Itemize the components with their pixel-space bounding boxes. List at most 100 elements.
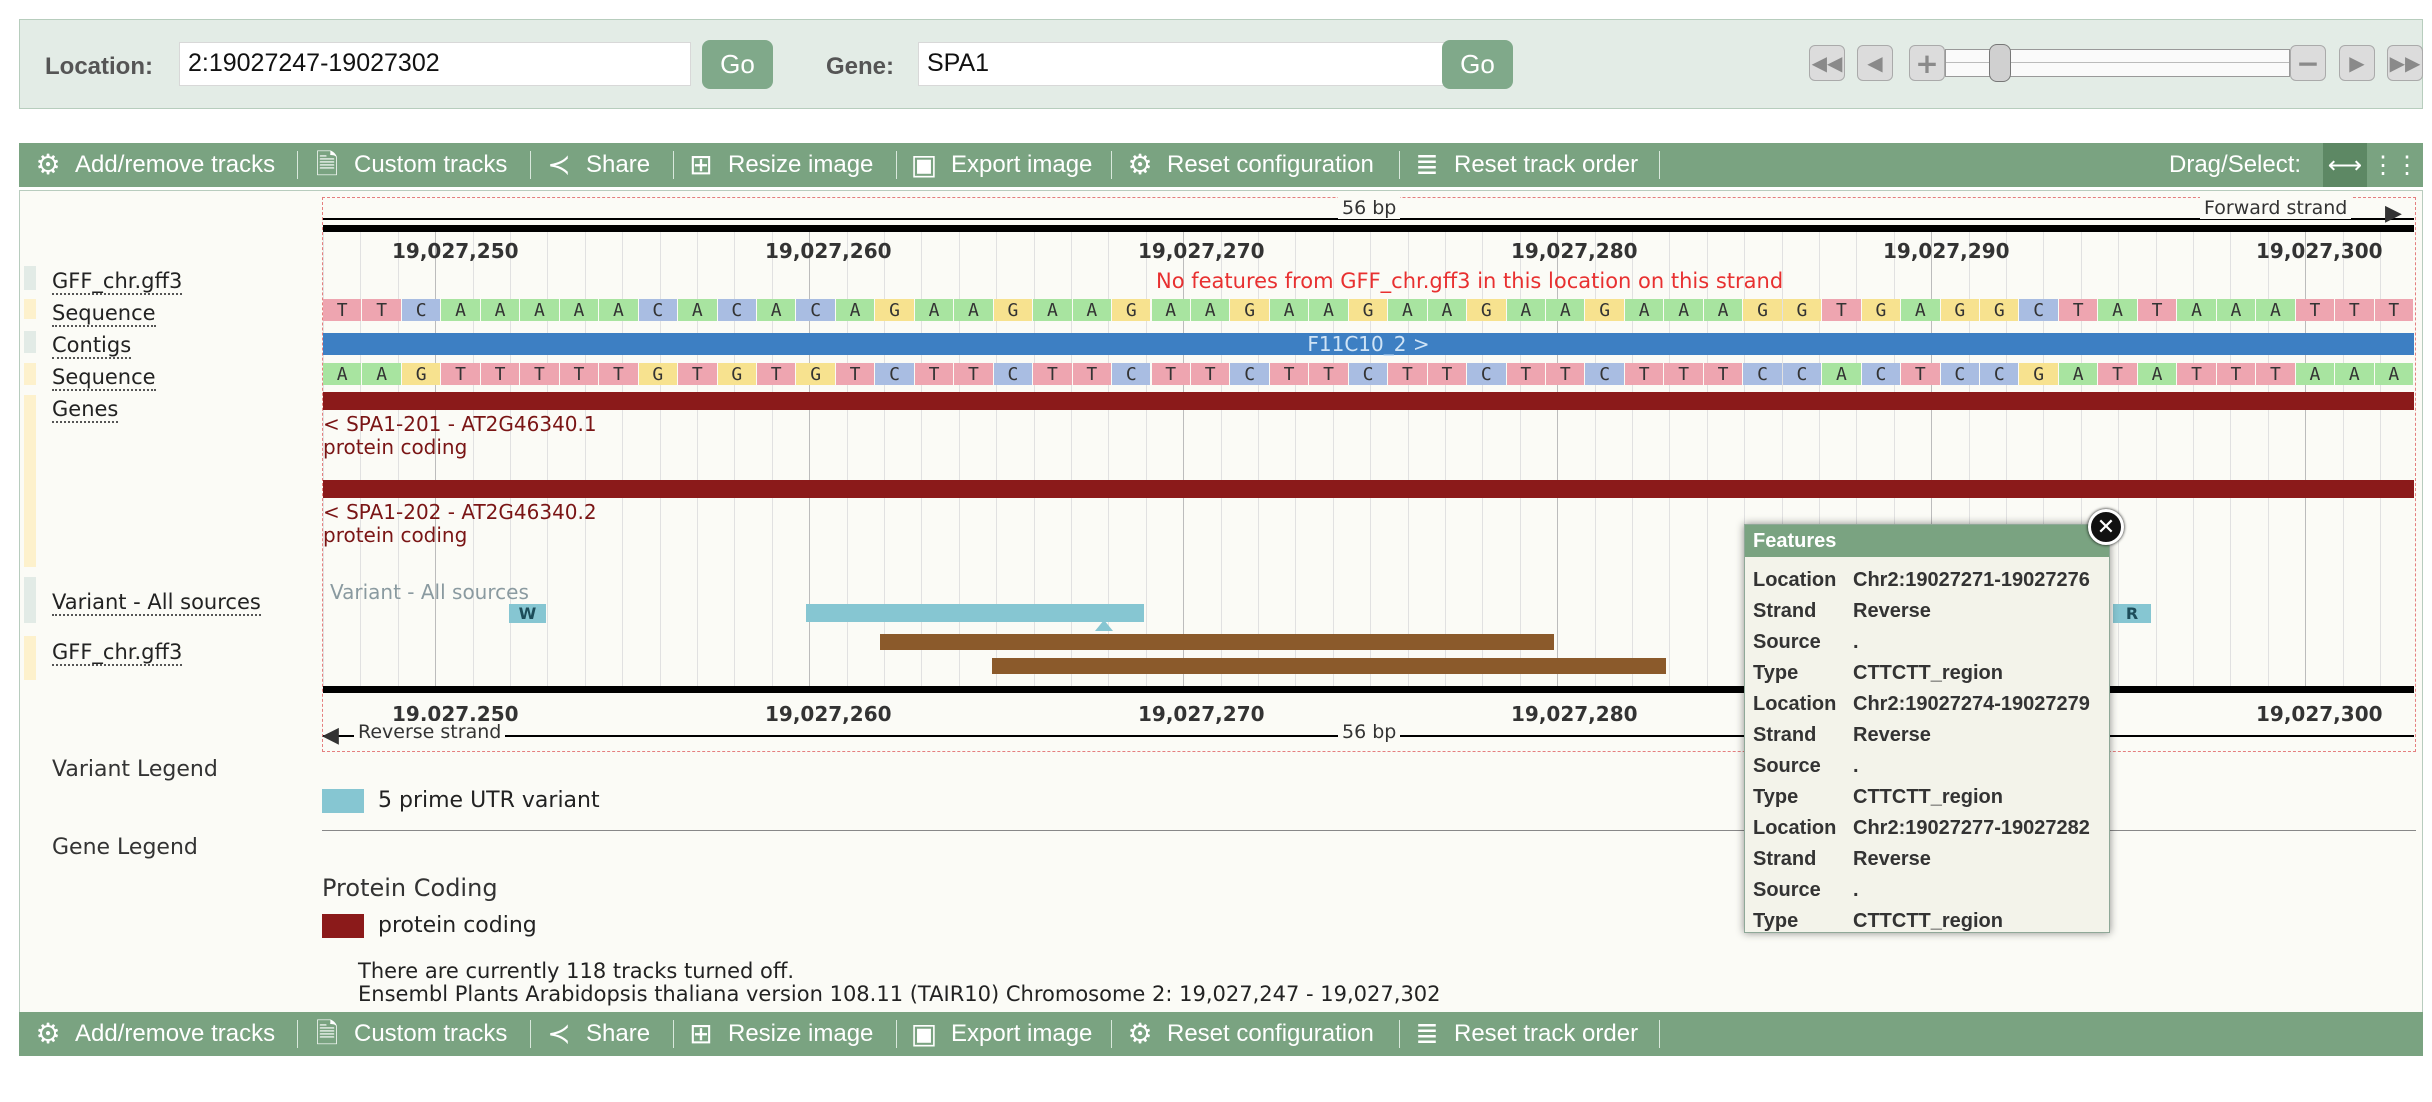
- close-icon[interactable]: ✕: [2088, 509, 2124, 545]
- base-A: A: [954, 299, 993, 321]
- bottom-toolbar: ⚙ Add/remove tracks 🗎 Custom tracks ≺ Share…: [19, 1012, 2423, 1056]
- location-input[interactable]: 2:19027247-19027302: [179, 42, 691, 86]
- first-icon[interactable]: ◀◀: [1809, 45, 1845, 81]
- base-A: A: [1703, 299, 1743, 321]
- zoom-slider-handle[interactable]: [1989, 44, 2011, 82]
- gff-feature[interactable]: [992, 658, 1666, 674]
- resize-image-button[interactable]: ⊞ Resize image: [686, 1012, 873, 1056]
- variant-marker[interactable]: W: [509, 604, 546, 623]
- popup-key: Location: [1753, 817, 1837, 839]
- export-image-button[interactable]: ▣ Export image: [910, 149, 1093, 180]
- variant-marker[interactable]: R: [2113, 604, 2151, 623]
- location-go-button[interactable]: Go: [702, 40, 773, 89]
- reset-track-order-button[interactable]: ≣ Reset track order: [1412, 1012, 1638, 1056]
- location-bar: Location: 2:19027247-19027302 Go Gene: S…: [19, 19, 2423, 109]
- track-label-genes[interactable]: Genes: [52, 397, 119, 423]
- drag-handle[interactable]: [24, 577, 36, 623]
- custom-tracks-button[interactable]: 🗎 Custom tracks: [312, 1012, 508, 1056]
- gridline: [2118, 230, 2120, 686]
- base-G: G: [1782, 299, 1822, 321]
- previous-icon[interactable]: ◀: [1857, 45, 1893, 81]
- gridline: [921, 230, 923, 686]
- base-A: A: [1033, 299, 1072, 321]
- gene-legend-item: protein coding: [378, 913, 537, 938]
- version-text: Ensembl Plants Arabidopsis thaliana vers…: [358, 982, 1441, 1006]
- reset-track-order-button[interactable]: ≣ Reset track order: [1412, 143, 1638, 187]
- track-label-gff[interactable]: GFF_chr.gff3: [52, 269, 183, 295]
- top-toolbar: ⚙ Add/remove tracks 🗎 Custom tracks ≺ Share…: [19, 143, 2423, 187]
- base-T: T: [362, 299, 401, 321]
- gene-go-button[interactable]: Go: [1442, 40, 1513, 89]
- drag-handle[interactable]: [24, 331, 36, 353]
- reset-gear-icon: ⚙: [1127, 1018, 1153, 1049]
- reset-configuration-button[interactable]: ⚙ Reset configuration: [1125, 143, 1373, 187]
- zoom-in-icon[interactable]: +: [1909, 45, 1945, 81]
- custom-tracks-button[interactable]: 🗎 Custom tracks: [312, 143, 508, 187]
- add-remove-tracks-button[interactable]: ⚙ Add/remove tracks: [33, 1012, 275, 1056]
- reset-configuration-button[interactable]: ⚙ Reset configuration: [1125, 1012, 1373, 1056]
- track-label-sequence[interactable]: Sequence: [52, 301, 156, 327]
- gridline: [1332, 230, 1334, 686]
- resize-icon: ⊞: [689, 149, 713, 180]
- drag-mode-icon[interactable]: ⟷: [2323, 143, 2367, 187]
- popup-title: Features: [1745, 525, 2109, 557]
- base-T: T: [559, 363, 599, 385]
- gridline: [584, 230, 586, 686]
- gridline: [323, 230, 324, 686]
- base-A: A: [559, 299, 599, 321]
- drag-handle[interactable]: [24, 363, 36, 385]
- base-A: A: [520, 299, 559, 321]
- drag-handle[interactable]: [24, 299, 36, 319]
- base-A: A: [914, 299, 954, 321]
- track-label-contigs[interactable]: Contigs: [52, 333, 132, 359]
- gridline: [1594, 230, 1596, 686]
- share-button[interactable]: ≺ Share: [544, 1012, 650, 1056]
- export-image-button[interactable]: ▣ Export image: [910, 1018, 1093, 1049]
- track-label-variant[interactable]: Variant - All sources: [52, 590, 261, 616]
- base-T: T: [2374, 299, 2413, 321]
- variant-legend-title: Variant Legend: [52, 757, 218, 782]
- popup-key: Location: [1753, 693, 1837, 715]
- track-label-sequence-reverse[interactable]: Sequence: [52, 365, 156, 391]
- zoom-out-icon[interactable]: −: [2290, 45, 2326, 81]
- resize-image-button[interactable]: ⊞ Resize image: [686, 143, 873, 187]
- bottom-tick-label: 19,027,270: [1138, 702, 1265, 726]
- gridline: [2155, 230, 2157, 686]
- base-A: A: [2374, 363, 2413, 385]
- base-C: C: [993, 363, 1033, 385]
- popup-key: Strand: [1753, 600, 1817, 622]
- drag-handle[interactable]: [24, 266, 36, 290]
- variant-feature[interactable]: [806, 604, 1144, 622]
- drag-handle[interactable]: [24, 636, 36, 680]
- share-button[interactable]: ≺ Share: [544, 143, 650, 187]
- base-G: G: [1743, 299, 1782, 321]
- next-icon[interactable]: ▶: [2339, 45, 2375, 81]
- gene-input[interactable]: SPA1: [918, 42, 1448, 86]
- gff-feature[interactable]: [880, 634, 1554, 650]
- last-icon[interactable]: ▶▶: [2387, 45, 2423, 81]
- top-tick-label: 19,027,250: [392, 239, 519, 263]
- gridline: [1145, 230, 1147, 686]
- base-A: A: [2098, 299, 2137, 321]
- base-A: A: [1072, 299, 1112, 321]
- top-ruler-line: [323, 218, 2414, 220]
- contig-bar[interactable]: F11C10_2 >: [323, 332, 2414, 356]
- gene-transcript-bar[interactable]: [323, 392, 2414, 410]
- drag-handle[interactable]: [24, 395, 36, 567]
- select-mode-icon[interactable]: ⋮⋮: [2371, 151, 2419, 179]
- popup-key: Type: [1753, 910, 1799, 932]
- track-label-gff-reverse[interactable]: GFF_chr.gff3: [52, 640, 183, 666]
- base-C: C: [401, 299, 441, 321]
- gene-transcript-bar[interactable]: [323, 480, 2414, 498]
- gridline: [1108, 230, 1110, 686]
- reset-gear-icon: ⚙: [1127, 149, 1153, 180]
- gear-icon: ⚙: [35, 1018, 61, 1049]
- gridline: [996, 230, 998, 686]
- bottom-span-label: 56 bp: [1338, 721, 1401, 743]
- gridline: [1931, 230, 1933, 686]
- base-T: T: [2295, 299, 2335, 321]
- gridline: [958, 230, 960, 686]
- add-remove-tracks-button[interactable]: ⚙ Add/remove tracks: [33, 143, 275, 187]
- base-A: A: [1309, 299, 1348, 321]
- base-G: G: [875, 299, 914, 321]
